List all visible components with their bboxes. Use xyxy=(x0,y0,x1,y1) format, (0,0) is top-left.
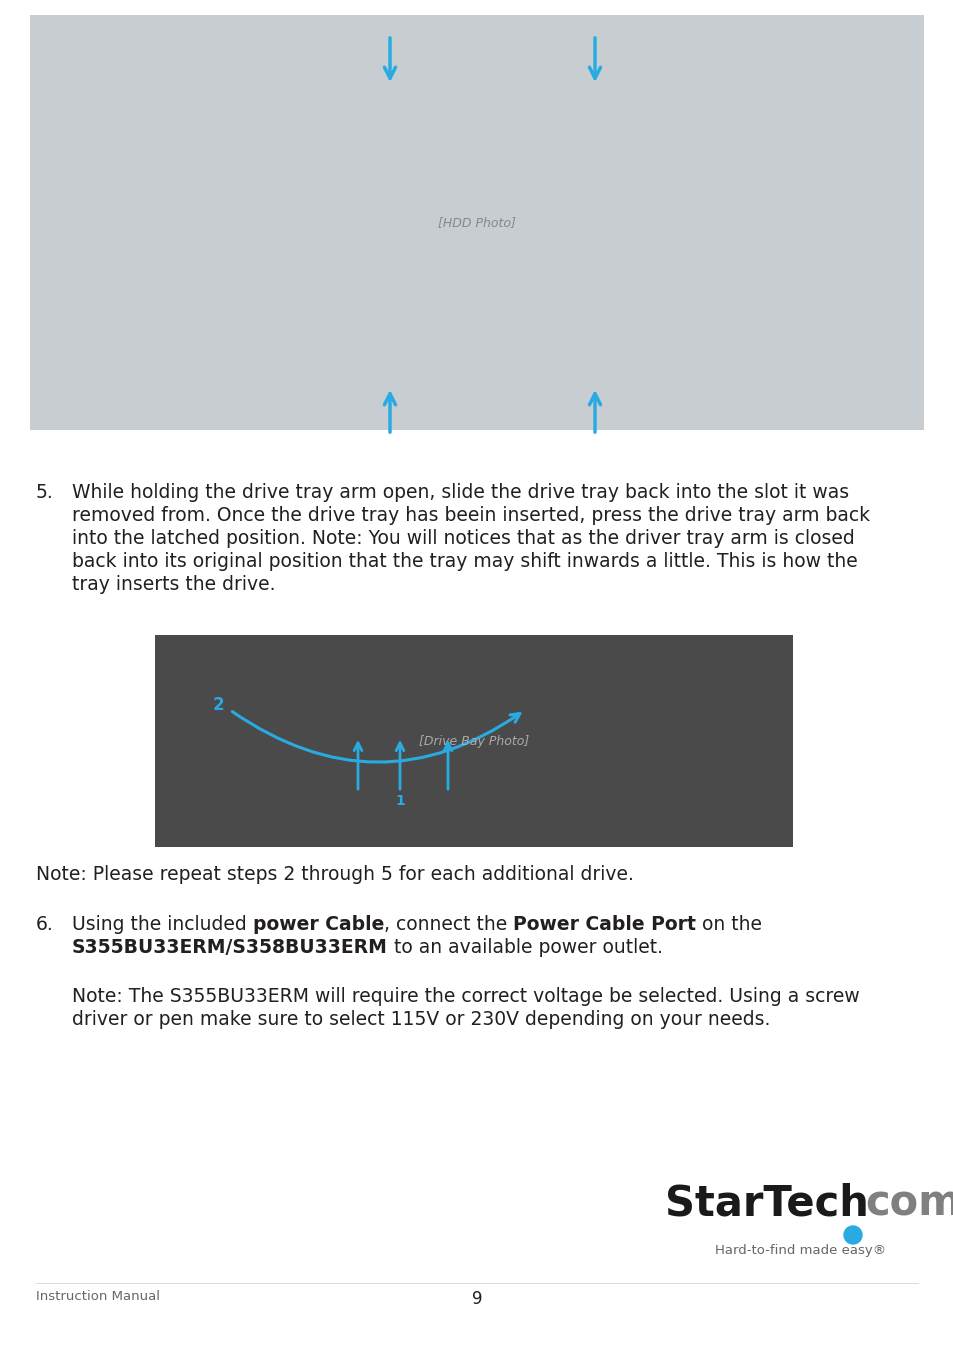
Text: tray inserts the drive.: tray inserts the drive. xyxy=(71,576,275,594)
FancyArrowPatch shape xyxy=(232,712,519,763)
Text: Hard-to-find made easy®: Hard-to-find made easy® xyxy=(714,1244,885,1258)
Text: Note: The S355BU33ERM will require the correct voltage be selected. Using a scre: Note: The S355BU33ERM will require the c… xyxy=(71,987,859,1006)
Text: to an available power outlet.: to an available power outlet. xyxy=(388,937,662,958)
Text: 9: 9 xyxy=(471,1290,482,1307)
Text: [Drive Bay Photo]: [Drive Bay Photo] xyxy=(418,734,529,748)
Text: com: com xyxy=(864,1184,953,1225)
Text: StarTech: StarTech xyxy=(664,1184,868,1225)
Text: Using the included: Using the included xyxy=(71,915,253,933)
Text: 2: 2 xyxy=(212,695,224,714)
Text: 5.: 5. xyxy=(36,483,53,502)
Text: power Cable: power Cable xyxy=(253,915,384,933)
Text: Power Cable Port: Power Cable Port xyxy=(513,915,696,933)
Text: driver or pen make sure to select 115V or 230V depending on your needs.: driver or pen make sure to select 115V o… xyxy=(71,1010,770,1029)
Text: Note: Please repeat steps 2 through 5 for each additional drive.: Note: Please repeat steps 2 through 5 fo… xyxy=(36,865,633,884)
Text: While holding the drive tray arm open, slide the drive tray back into the slot i: While holding the drive tray arm open, s… xyxy=(71,483,848,502)
Text: 6.: 6. xyxy=(36,915,53,933)
Text: into the latched position. Note: You will notices that as the driver tray arm is: into the latched position. Note: You wil… xyxy=(71,529,854,547)
Circle shape xyxy=(843,1227,862,1244)
Text: Instruction Manual: Instruction Manual xyxy=(36,1290,160,1303)
Text: back into its original position that the tray may shift inwards a little. This i: back into its original position that the… xyxy=(71,551,857,572)
Text: [HDD Photo]: [HDD Photo] xyxy=(437,217,516,229)
Text: S355BU33ERM/S358BU33ERM: S355BU33ERM/S358BU33ERM xyxy=(71,937,388,958)
Bar xyxy=(154,635,792,847)
Text: , connect the: , connect the xyxy=(384,915,513,933)
Text: on the: on the xyxy=(696,915,761,933)
Text: removed from. Once the drive tray has beein inserted, press the drive tray arm b: removed from. Once the drive tray has be… xyxy=(71,506,869,525)
Bar xyxy=(30,15,923,430)
Text: 1: 1 xyxy=(395,794,404,808)
